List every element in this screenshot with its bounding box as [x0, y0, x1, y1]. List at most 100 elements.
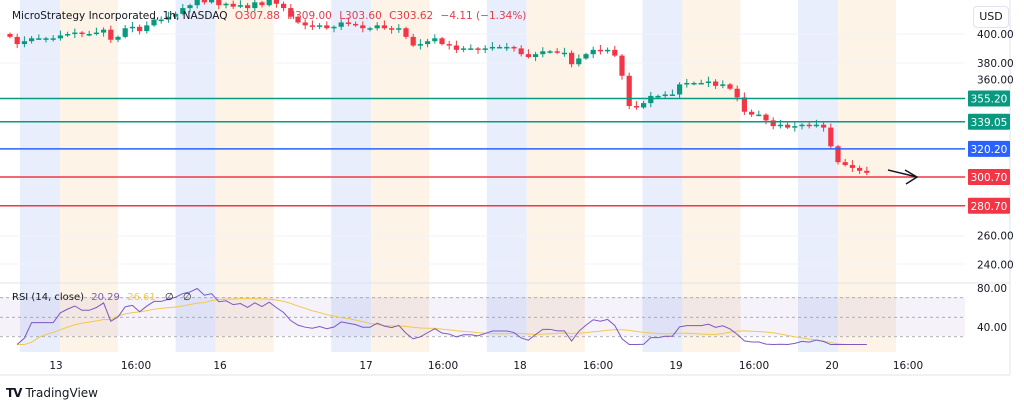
candle-body	[590, 49, 596, 55]
candle-body	[849, 165, 855, 168]
candle-body	[497, 46, 503, 49]
level-tag	[968, 113, 1010, 130]
candle-body	[281, 3, 287, 9]
afterhours-band	[60, 0, 118, 352]
candle-body	[741, 97, 747, 112]
candle-body	[763, 114, 769, 121]
price-axis-label: 240.00	[977, 259, 1014, 271]
time-axis-label: 16:00	[428, 360, 458, 372]
candle-body	[187, 5, 193, 9]
candle-body	[777, 124, 783, 127]
rsi-extra-2: ∅	[182, 292, 192, 303]
candle-body	[756, 114, 762, 117]
candle-body	[194, 0, 200, 6]
candle-body	[540, 51, 546, 55]
candle-body	[129, 26, 135, 29]
candle-body	[36, 38, 42, 40]
candle-body	[806, 124, 812, 127]
candle-body	[468, 48, 474, 50]
candle-body	[533, 54, 539, 58]
candle-body	[43, 38, 49, 40]
candle-body	[576, 58, 582, 65]
afterhours-band	[215, 0, 274, 352]
candle-body	[518, 48, 524, 55]
candle-body	[511, 46, 517, 49]
candle-body	[720, 84, 726, 86]
candle-body	[698, 82, 704, 85]
candle-body	[137, 26, 143, 32]
price-axis-label: 400.00	[977, 29, 1014, 41]
candle-body	[309, 25, 315, 27]
candle-body	[410, 36, 416, 46]
candle-body	[749, 111, 755, 115]
candle-body	[50, 38, 56, 40]
candle-body	[525, 54, 531, 58]
candle-body	[461, 48, 467, 50]
price-axis-label: 360.00	[977, 75, 1014, 87]
candle-body	[569, 52, 575, 65]
level-tag	[968, 197, 1010, 214]
candle-body	[72, 32, 78, 35]
candle-body	[79, 32, 85, 35]
arrow-annotation-icon	[887, 169, 919, 185]
candle-body	[785, 124, 791, 128]
change-value: −4.11 (−1.34%)	[440, 10, 527, 22]
rsi-ma-value: 26.61	[127, 292, 156, 303]
candle-body	[230, 3, 236, 7]
candle-body	[381, 25, 387, 29]
candle-body	[446, 44, 452, 46]
candle-body	[857, 167, 863, 171]
candle-body	[389, 28, 395, 30]
candle-body	[7, 34, 13, 37]
candle-body	[432, 38, 438, 42]
symbol-title: MicroStrategy Incorporated, 1h, NASDAQ	[12, 10, 228, 22]
rsi-value: 20.29	[91, 292, 120, 303]
time-axis-label: 16	[213, 360, 227, 372]
time-axis-label: 13	[49, 360, 62, 372]
candle-body	[417, 44, 423, 46]
candle-body	[295, 16, 301, 23]
candle-body	[288, 8, 294, 17]
candle-body	[439, 38, 445, 45]
candle-body	[813, 124, 819, 127]
candle-body	[612, 49, 618, 56]
rsi-axis-label: 80.00	[977, 283, 1007, 295]
candle-body	[677, 84, 683, 95]
candle-body	[144, 25, 150, 32]
candle-body	[237, 5, 243, 7]
level-tag-label: 320.20	[971, 144, 1008, 156]
candle-body	[547, 51, 553, 53]
rsi-ma-line	[17, 297, 867, 346]
candle-body	[770, 120, 776, 127]
currency-button[interactable]: USD	[973, 6, 1009, 28]
high-value: H309.00	[287, 10, 332, 22]
candle-body	[216, 0, 222, 6]
rsi-label: RSI (14, close)	[12, 292, 85, 303]
candle-body	[641, 103, 647, 108]
time-axis-label: 16:00	[893, 360, 923, 372]
candle-body	[662, 94, 668, 96]
rsi-band	[0, 297, 965, 336]
candle-body	[396, 28, 402, 30]
candle-body	[158, 19, 164, 22]
candle-body	[504, 46, 510, 49]
candle-body	[605, 49, 611, 52]
tradingview-logo[interactable]: TV TradingView	[6, 386, 98, 400]
candle-body	[619, 55, 625, 76]
candle-body	[180, 8, 186, 14]
candle-body	[489, 46, 495, 49]
symbol-legend: MicroStrategy Incorporated, 1h, NASDAQ O…	[12, 10, 526, 22]
candle-body	[684, 82, 690, 85]
candle-body	[453, 45, 459, 50]
candle-body	[317, 25, 323, 27]
level-tag	[968, 90, 1010, 107]
candle-body	[713, 81, 719, 86]
level-tag-label: 339.05	[971, 117, 1008, 129]
open-value: O307.88	[234, 10, 280, 22]
time-axis-label: 18	[513, 360, 526, 372]
candle-body	[338, 22, 344, 27]
level-tag	[968, 168, 1010, 185]
candle-body	[561, 52, 567, 55]
candle-body	[173, 13, 179, 17]
